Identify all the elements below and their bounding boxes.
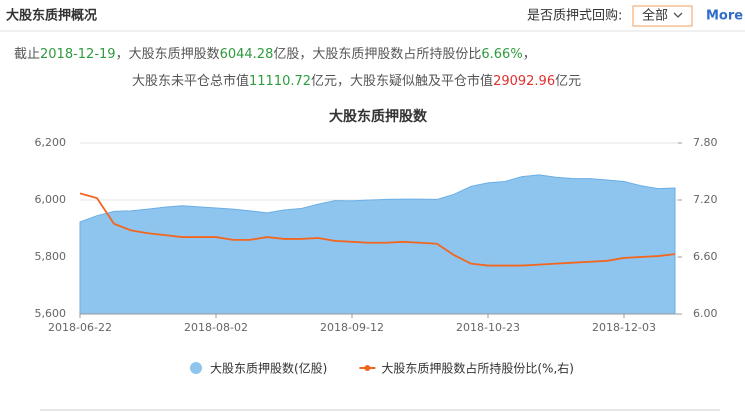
summary-part: ， [523, 47, 536, 62]
summary-line: 截止2018-12-19，大股东质押股数6044.28亿股，大股东质押股数占所持… [14, 47, 536, 62]
dropdown-arrow [673, 12, 683, 18]
summary-part: 亿股，大股东质押股数占所持股份比 [273, 47, 481, 62]
section-title: 大股东质押概况 [6, 8, 97, 24]
y-tick-label: 6,200 [35, 136, 67, 149]
filter-dropdown[interactable] [632, 5, 693, 27]
summary-part: 2018-12-19 [40, 47, 116, 62]
area [79, 174, 676, 315]
y-tick-label: 5,600 [35, 307, 67, 320]
summary-part: 29092.96 [493, 74, 555, 89]
summary-line: 大股东未平仓总市值11110.72亿元，大股东疑似触及平仓市值29092.96亿… [132, 73, 581, 89]
filter-label: 是否质押式回购: [527, 8, 622, 24]
summary-part: 截止 [14, 47, 40, 62]
summary-part: 6.66% [481, 47, 522, 62]
y-tick-label: 6,000 [35, 193, 67, 206]
summary-part: 亿元 [555, 74, 581, 89]
line [79, 192, 676, 267]
x-tick-label: 2018-08-02 [184, 321, 248, 334]
legend-label: 大股东质押股数(亿股) [210, 361, 327, 376]
summary-part: 11110.72 [249, 74, 311, 89]
plot [79, 142, 678, 315]
summary-part: 6044.28 [220, 47, 274, 62]
x-tick-label: 2018-09-12 [320, 321, 384, 334]
y2-tick-label: 7.20 [693, 193, 718, 206]
y2-tick-label: 6.60 [693, 250, 718, 263]
y-tick-label: 5,800 [35, 250, 67, 263]
y2-tick-label: 6.00 [693, 307, 718, 320]
chart-title: 大股东质押股数 [329, 108, 428, 125]
legend-symbol [364, 365, 371, 371]
x-tick-label: 2018-12-03 [592, 321, 656, 334]
legend-label: 大股东质押股数占所持股份比(%,右) [381, 361, 574, 376]
legend-symbol [190, 362, 202, 374]
more-link[interactable]: More [706, 9, 743, 24]
x-tick-label: 2018-06-22 [48, 321, 112, 334]
summary-part: 大股东未平仓总市值 [132, 73, 249, 89]
filter-value[interactable]: 全部 [642, 8, 668, 24]
y2-tick-label: 7.80 [693, 136, 718, 149]
summary-part: ，大股东质押股数 [116, 47, 220, 62]
x-tick-label: 2018-10-23 [456, 321, 520, 334]
summary-part: 亿元，大股东疑似触及平仓市值 [311, 73, 493, 89]
